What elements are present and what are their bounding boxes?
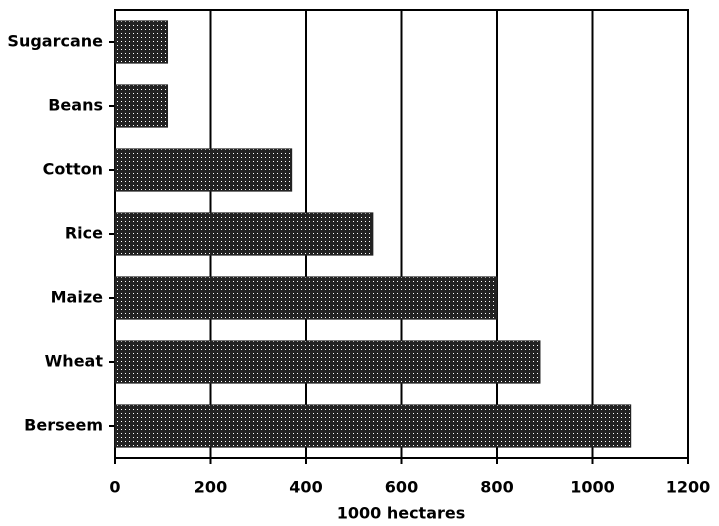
y-tick-label: Beans (48, 96, 103, 115)
x-tick-label: 0 (109, 478, 120, 497)
x-tick-label: 1200 (666, 478, 711, 497)
y-tick-label: Sugarcane (7, 32, 103, 51)
y-tick-label: Cotton (43, 160, 103, 179)
bar (114, 84, 169, 128)
bar (114, 276, 498, 320)
x-tick-label: 1000 (570, 478, 615, 497)
x-axis-label: 1000 hectares (337, 504, 466, 523)
bar (114, 404, 632, 448)
bar (114, 20, 169, 64)
y-tick-label: Berseem (24, 416, 103, 435)
bar (114, 148, 293, 192)
y-tick-label: Wheat (45, 352, 104, 371)
x-tick-label: 600 (385, 478, 418, 497)
y-tick-label: Maize (51, 288, 104, 307)
bar (114, 212, 374, 256)
x-tick-label: 200 (194, 478, 227, 497)
x-tick-label: 800 (480, 478, 513, 497)
x-tick-label: 400 (289, 478, 322, 497)
y-tick-label: Rice (65, 224, 103, 243)
bar (114, 340, 541, 384)
